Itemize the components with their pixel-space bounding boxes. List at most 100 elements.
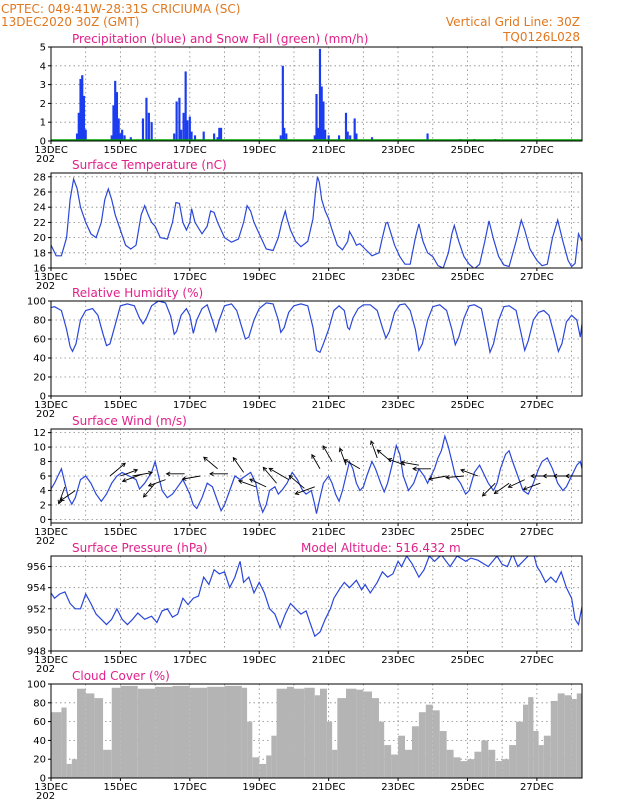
precip-bar xyxy=(213,133,216,141)
wind-arrow xyxy=(508,479,525,488)
precip-bar xyxy=(178,97,181,141)
wind-arrow xyxy=(203,456,218,470)
y-tick-label: 60 xyxy=(33,717,46,728)
wind-arrow-head xyxy=(203,456,208,462)
wind-arrow-head xyxy=(142,493,148,498)
cloud-bar xyxy=(224,685,242,778)
cloud-bar xyxy=(538,745,544,778)
wind-arrow-head xyxy=(181,476,187,481)
precip-bar xyxy=(318,48,322,141)
wind-arrow xyxy=(460,469,479,477)
pressure-title: Surface Pressure (hPa) xyxy=(72,541,208,555)
cloud-bar xyxy=(120,685,138,778)
wind-arrow-head xyxy=(387,457,393,463)
x-tick-label: 15DEC xyxy=(104,272,138,283)
x-tick-label: 19DEC xyxy=(242,145,276,156)
cloud-bar xyxy=(247,721,253,778)
wind-arrow-head xyxy=(57,499,63,505)
precip-bar xyxy=(315,94,318,141)
cloud-bar xyxy=(495,761,503,778)
cloud-bar xyxy=(71,759,78,778)
cloud-bar xyxy=(337,698,346,778)
cloud-bar xyxy=(304,687,315,778)
cloud-bar xyxy=(543,735,551,778)
panel-frame xyxy=(50,683,583,779)
wind-arrow xyxy=(387,458,406,466)
run-code: TQ0126L028 xyxy=(502,30,580,44)
precip-bar xyxy=(121,129,124,141)
temperature-line xyxy=(51,176,582,268)
y-tick-label: 60 xyxy=(33,335,46,346)
x-tick-label: 15DEC xyxy=(104,145,138,156)
x-tick-label: 27DEC xyxy=(520,272,554,283)
cloud-bar xyxy=(66,763,72,778)
panel-pressure: 948 950 952 954 956 13DEC 15DEC 17DEC 19DEC 21DEC… xyxy=(27,541,583,675)
precip-bar xyxy=(216,137,219,141)
x-year-stub: 202 xyxy=(36,536,55,547)
cloud-bar xyxy=(372,698,379,778)
x-year-stub: 202 xyxy=(36,409,55,420)
wind-arrow xyxy=(249,478,267,488)
precip-bar xyxy=(82,95,86,141)
y-tick-label: 12 xyxy=(33,428,46,439)
wind-arrow xyxy=(370,440,378,459)
x-tick-label: 21DEC xyxy=(312,655,346,666)
y-tick-label: 40 xyxy=(33,736,46,747)
cloud-bar xyxy=(326,721,333,778)
cloud-bar xyxy=(564,695,572,778)
cloud-bar xyxy=(418,712,426,778)
precip-bar xyxy=(75,133,79,141)
precip-plot xyxy=(51,48,582,141)
precip-bar xyxy=(283,127,286,141)
wind-arrow xyxy=(482,482,496,497)
y-tick-label: 100 xyxy=(27,680,46,691)
cloud-bar xyxy=(502,759,510,778)
x-tick-label: 23DEC xyxy=(381,272,415,283)
precip-bar xyxy=(218,127,221,141)
x-tick-label: 13DEC xyxy=(34,400,68,411)
precip-bar xyxy=(337,135,341,141)
grid-note: Vertical Grid Line: 30Z xyxy=(446,15,580,29)
wind-arrow-head xyxy=(165,471,171,477)
x-tick-label: 15DEC xyxy=(104,782,138,793)
wind-arrow-head xyxy=(133,468,139,474)
x-tick-label: 21DEC xyxy=(312,400,346,411)
precip-bar xyxy=(112,105,115,141)
y-tick-label: 20 xyxy=(33,233,46,244)
wind-arrow-head xyxy=(294,490,300,495)
cloud-bar xyxy=(189,687,208,778)
x-tick-label: 27DEC xyxy=(520,400,554,411)
precip-bar xyxy=(173,133,176,141)
cloud-bar xyxy=(155,686,173,778)
y-tick-label: 10 xyxy=(33,443,46,454)
precip-bar xyxy=(327,135,330,141)
y-tick-label: 956 xyxy=(27,562,46,573)
cloud-bar xyxy=(346,688,357,778)
y-tick-label: 3 xyxy=(40,80,46,91)
y-tick-label: 18 xyxy=(33,248,46,259)
precip-bar xyxy=(115,92,119,141)
y-tick-label: 4 xyxy=(40,486,46,497)
precip-bar xyxy=(150,122,153,141)
cloud-bar xyxy=(172,685,190,778)
cloud-bar xyxy=(488,749,496,778)
cloud-bar xyxy=(276,688,287,778)
precip-bar xyxy=(182,112,185,141)
precip-bar xyxy=(175,101,178,141)
precip-bar xyxy=(317,127,320,141)
panel-wind: 0 2 4 6 8 10 12 13DEC 15DEC 17DEC 19DEC 21DEC 23DEC 2… xyxy=(33,414,583,547)
x-tick-label: 25DEC xyxy=(451,400,485,411)
x-tick-label: 23DEC xyxy=(381,400,415,411)
precip-bar xyxy=(346,131,349,141)
y-tick-label: 24 xyxy=(33,203,46,214)
cloud-bar xyxy=(411,726,419,778)
cloud-bar xyxy=(51,712,62,778)
pressure-plot xyxy=(51,556,582,638)
cloud-bar xyxy=(111,687,121,778)
precip-bar xyxy=(147,112,150,141)
wind-arrow xyxy=(182,475,201,480)
cloud-bar xyxy=(252,757,260,778)
cloud-bar xyxy=(453,757,461,778)
x-tick-label: 13DEC xyxy=(34,272,68,283)
